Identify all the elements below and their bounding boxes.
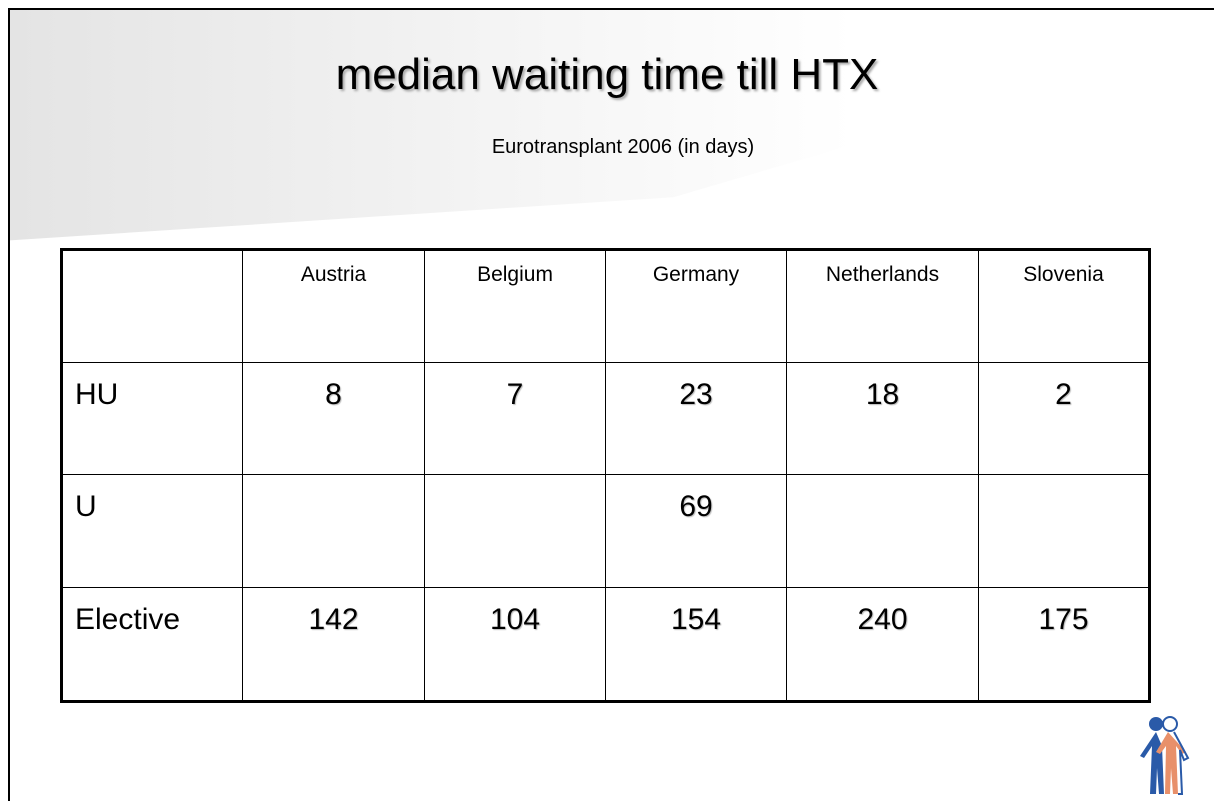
value-cell: 8 xyxy=(242,362,425,475)
slide-frame xyxy=(8,8,1214,801)
value-cell: 240 xyxy=(786,587,979,702)
value-cell: 142 xyxy=(242,587,425,702)
empty-cell xyxy=(786,474,979,588)
table-row: U 69 xyxy=(61,474,1150,588)
table-row: Elective 142 104 154 240 175 xyxy=(61,587,1150,702)
value-cell: 154 xyxy=(605,587,787,702)
empty-cell xyxy=(978,474,1150,588)
table-row: HU 8 7 23 18 2 xyxy=(61,362,1150,475)
value-cell: 18 xyxy=(786,362,979,475)
slide-subtitle: Eurotransplant 2006 (in days) xyxy=(491,136,755,158)
column-header: Slovenia xyxy=(978,249,1150,363)
data-table: Austria Belgium Germany Netherlands Slovenia… xyxy=(60,248,1151,703)
value-cell: 23 xyxy=(605,362,787,475)
row-label: U xyxy=(61,474,243,588)
value-cell: 69 xyxy=(605,474,787,588)
logo xyxy=(1140,716,1190,795)
value-cell: 104 xyxy=(424,587,606,702)
column-header: Netherlands xyxy=(786,249,979,363)
column-header: Belgium xyxy=(424,249,606,363)
empty-cell xyxy=(424,474,606,588)
column-header: Austria xyxy=(242,249,425,363)
row-label: HU xyxy=(61,362,243,475)
value-cell: 7 xyxy=(424,362,606,475)
corner-cell xyxy=(61,249,243,363)
background-wedge xyxy=(10,10,1214,241)
column-header: Germany xyxy=(605,249,787,363)
header-row: Austria Belgium Germany Netherlands Slovenia xyxy=(61,249,1150,363)
row-label: Elective xyxy=(61,587,243,702)
value-cell: 175 xyxy=(978,587,1150,702)
empty-cell xyxy=(242,474,425,588)
slide-title: median waiting time till HTX xyxy=(335,50,879,99)
value-cell: 2 xyxy=(978,362,1150,475)
